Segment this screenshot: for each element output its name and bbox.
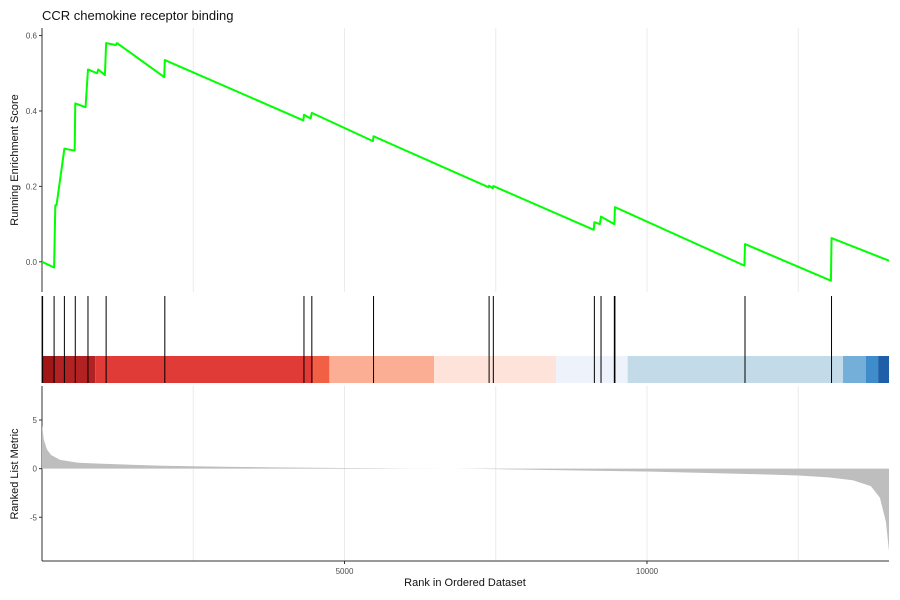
color-band bbox=[95, 356, 314, 383]
color-bands bbox=[42, 356, 889, 383]
bottom-y-tick-label: 5 bbox=[33, 416, 38, 425]
color-band bbox=[627, 356, 844, 383]
bottom-panel-gridlines bbox=[192, 386, 799, 561]
color-band bbox=[42, 356, 55, 383]
top-y-ticks: 0.0 0.2 0.4 0.6 bbox=[26, 32, 42, 267]
color-band bbox=[313, 356, 330, 383]
ranked-metric-area bbox=[42, 424, 889, 552]
top-y-tick-label: 0.2 bbox=[26, 182, 38, 191]
color-band bbox=[434, 356, 557, 383]
x-tick-label: 10000 bbox=[636, 567, 659, 576]
x-axis-label: Rank in Ordered Dataset bbox=[404, 577, 526, 589]
top-y-axis-label: Running Enrichment Score bbox=[9, 94, 21, 225]
bottom-y-axis-label: Ranked List Metric bbox=[9, 428, 21, 520]
color-band bbox=[556, 356, 628, 383]
ranked-metric-area-path bbox=[42, 424, 889, 552]
x-ticks: 5000 10000 bbox=[336, 561, 659, 576]
gene-hit-lines bbox=[42, 296, 833, 383]
color-band bbox=[878, 356, 889, 383]
color-band bbox=[329, 356, 435, 383]
color-band bbox=[843, 356, 867, 383]
top-panel-gridlines bbox=[192, 28, 799, 292]
top-y-tick-label: 0.0 bbox=[26, 258, 38, 267]
running-score-line bbox=[41, 42, 890, 282]
top-y-tick-label: 0.6 bbox=[26, 32, 38, 41]
bottom-y-tick-label: 0 bbox=[33, 465, 38, 474]
color-band bbox=[54, 356, 96, 383]
top-y-tick-label: 0.4 bbox=[26, 107, 38, 116]
chart-title: CCR chemokine receptor binding bbox=[42, 8, 234, 23]
axes bbox=[41, 28, 889, 562]
color-band bbox=[866, 356, 879, 383]
bottom-y-tick-label: -5 bbox=[30, 513, 38, 522]
x-tick-label: 5000 bbox=[336, 567, 354, 576]
bottom-y-ticks: 5 0 -5 bbox=[30, 416, 42, 522]
running-score-line-group bbox=[41, 42, 890, 282]
